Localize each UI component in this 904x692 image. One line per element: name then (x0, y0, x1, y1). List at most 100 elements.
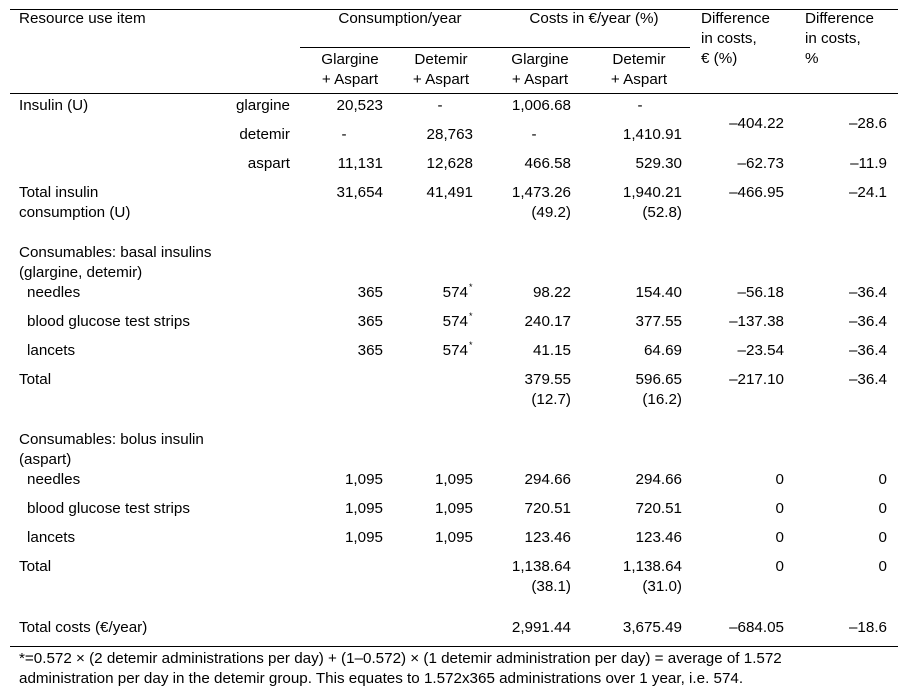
row-label-basal-needles: needles (27, 284, 81, 301)
row-label-total-costs: Total costs (€/year) (19, 619, 148, 636)
cell-diff-pct: –36.4 (848, 342, 887, 359)
row-label-bolus-needles: needles (27, 471, 81, 488)
cell-cost-glargine: 1,473.26 (49.2) (511, 184, 571, 221)
cell-consumption-detemir: 1,095 (434, 471, 473, 488)
cell-diff-pct: 0 (878, 471, 887, 488)
cell-diff-eur: –23.54 (737, 342, 784, 359)
header-resource-use-item: Resource use item (19, 10, 146, 27)
cell-consumption-glargine: 365 (357, 284, 383, 301)
cell-consumption-detemir: 1,095 (434, 529, 473, 546)
row-label-bolus-strips: blood glucose test strips (27, 500, 190, 517)
cell-cost-detemir: 529.30 (635, 155, 682, 172)
footnote-marker: * (469, 339, 473, 350)
cell-cost-glargine: 98.22 (532, 284, 571, 301)
section-label-bolus: Consumables: bolus insulin (aspart) (19, 431, 204, 468)
cell-diff-eur: 0 (775, 558, 784, 575)
cell-diff-pct: –11.9 (850, 155, 887, 172)
cell-consumption-detemir: 41,491 (426, 184, 473, 201)
cell-cost-detemir: 294.66 (635, 471, 682, 488)
cell-consumption-glargine: 1,095 (344, 529, 383, 546)
cell-diff-eur: 0 (775, 500, 784, 517)
cell-cost-glargine: 41.15 (532, 342, 571, 359)
insulin-sub-detemir: detemir (239, 126, 290, 143)
cell-cost-detemir: 1,410.91 (622, 126, 682, 143)
header-difference-eur: Difference in costs, € (%) (701, 10, 770, 67)
cell-diff-pct: –36.4 (848, 313, 887, 330)
cell-cost-glargine: 466.58 (524, 155, 571, 172)
cell-consumption-detemir: 1,095 (434, 500, 473, 517)
cell-cost-glargine: 2,991.44 (511, 619, 571, 636)
cell-cost-detemir: 720.51 (635, 500, 682, 517)
cell-cost-detemir: 1,138.64 (31.0) (622, 558, 682, 595)
cell-diff-eur: –62.73 (737, 155, 784, 172)
cell-consumption-detemir: 574 (442, 284, 468, 301)
subheader-costs-detemir: Detemir + Aspart (610, 51, 668, 88)
cell-diff-eur: –217.10 (729, 371, 784, 388)
cell-cost-detemir: 64.69 (643, 342, 682, 359)
subheader-costs-glargine: Glargine + Aspart (511, 51, 569, 88)
footnote-marker: * (469, 310, 473, 321)
cell-consumption-detemir: 28,763 (426, 126, 473, 143)
row-label-basal-total: Total (19, 371, 52, 388)
cell-cost-detemir: 154.40 (635, 284, 682, 301)
cell-diff-eur: –466.95 (729, 184, 784, 201)
cell-cost-glargine: 123.46 (524, 529, 571, 546)
header-consumption-year: Consumption/year (338, 10, 462, 27)
cell-consumption-glargine: 365 (357, 342, 383, 359)
cell-diff-pct: 0 (878, 558, 887, 575)
header-difference-pct: Difference in costs,% (805, 10, 874, 67)
cell-diff-eur: –404.22 (729, 115, 784, 132)
cell-consumption-detemir: 574 (442, 342, 468, 359)
cell-cost-glargine: 240.17 (524, 313, 571, 330)
cell-diff-pct: –24.1 (848, 184, 887, 201)
top-rule (10, 9, 898, 10)
header-costs-year: Costs in €/year (%) (529, 10, 659, 27)
cell-cost-glargine: 379.55 (12.7) (524, 371, 571, 408)
cell-consumption-glargine: 1,095 (344, 471, 383, 488)
cell-diff-pct: –28.6 (848, 115, 887, 132)
cell-diff-eur: 0 (775, 471, 784, 488)
cell-diff-pct: –18.6 (848, 619, 887, 636)
table-footnote: *=0.572 × (2 detemir administrations per… (19, 650, 782, 687)
cell-cost-detemir: 377.55 (635, 313, 682, 330)
header-bottom-rule (10, 93, 898, 94)
row-label-total-insulin: Total insulin consumption (U) (19, 184, 131, 221)
consumption-group-rule (300, 47, 690, 48)
cell-cost-glargine: 720.51 (524, 500, 571, 517)
cell-consumption-glargine: 20,523 (336, 97, 383, 114)
cell-consumption-glargine: 365 (357, 313, 383, 330)
row-label-insulin: Insulin (U) (19, 97, 89, 114)
insulin-sub-glargine: glargine (235, 97, 290, 114)
cell-cost-detemir: 123.46 (635, 529, 682, 546)
subheader-consumption-detemir: Detemir + Aspart (412, 51, 470, 88)
cell-consumption-detemir: 12,628 (426, 155, 473, 172)
row-label-bolus-total: Total (19, 558, 52, 575)
cell-diff-pct: –36.4 (848, 284, 887, 301)
subheader-consumption-glargine: Glargine + Aspart (321, 51, 379, 88)
row-label-basal-strips: blood glucose test strips (27, 313, 190, 330)
cell-consumption-glargine: 31,654 (336, 184, 383, 201)
cell-cost-detemir: 3,675.49 (622, 619, 682, 636)
cell-diff-eur: –56.18 (737, 284, 784, 301)
cell-cost-glargine: 1,138.64 (38.1) (511, 558, 571, 595)
cell-consumption-detemir: - (437, 97, 443, 114)
cell-diff-eur: –684.05 (729, 619, 784, 636)
cell-consumption-glargine: 1,095 (344, 500, 383, 517)
insulin-sub-aspart: aspart (247, 155, 290, 172)
cell-cost-detemir: 1,940.21 (52.8) (622, 184, 682, 221)
section-label-basal: Consumables: basal insulins (glargine, de… (19, 244, 212, 281)
cell-diff-pct: –36.4 (848, 371, 887, 388)
footnote-marker: * (469, 281, 473, 292)
cell-diff-pct: 0 (878, 500, 887, 517)
cell-cost-detemir: - (637, 97, 643, 114)
cell-diff-eur: –137.38 (729, 313, 784, 330)
cell-diff-eur: 0 (775, 529, 784, 546)
cell-consumption-glargine: - (341, 126, 347, 143)
row-label-basal-lancets: lancets (27, 342, 76, 359)
row-label-bolus-lancets: lancets (27, 529, 76, 546)
cell-consumption-glargine: 11,131 (337, 155, 383, 172)
cell-cost-glargine: 1,006.68 (511, 97, 571, 114)
cell-cost-glargine: 294.66 (524, 471, 571, 488)
cell-consumption-detemir: 574 (442, 313, 468, 330)
cell-cost-glargine: - (531, 126, 537, 143)
